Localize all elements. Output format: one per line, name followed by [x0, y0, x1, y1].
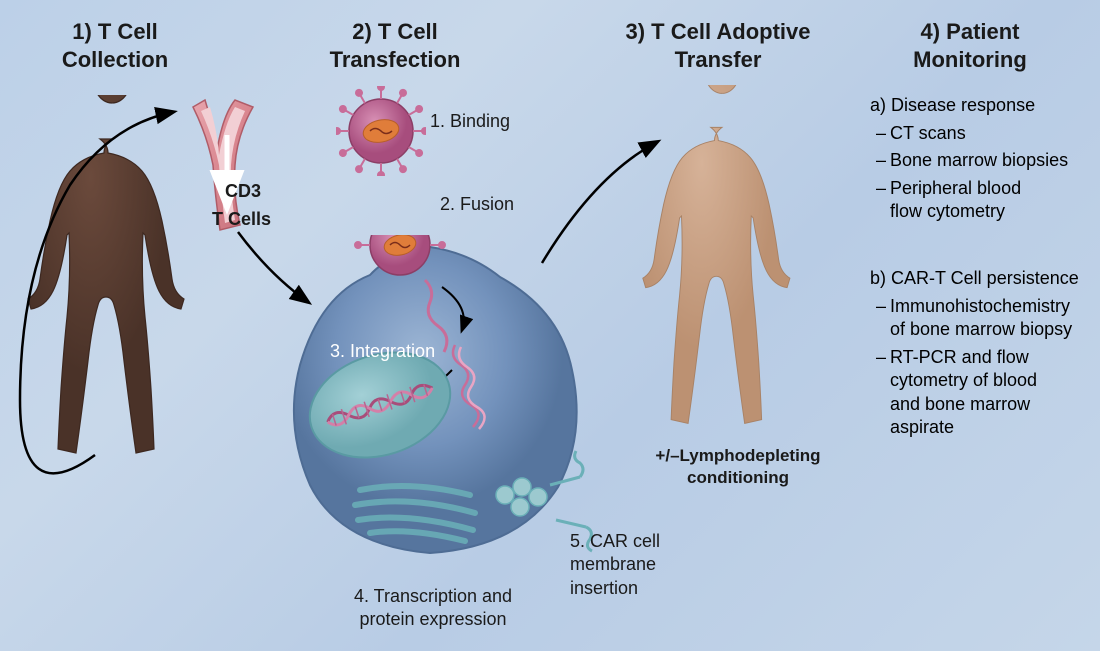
label-fusion: 2. Fusion: [440, 193, 514, 216]
list-item: Immunohistochemistryof bone marrow biops…: [876, 295, 1090, 342]
monitoring-a: a) Disease response CT scans Bone marrow…: [870, 95, 1085, 228]
list-item: CT scans: [876, 122, 1085, 145]
label-cd3: CD3: [225, 180, 261, 203]
virus-free: [336, 86, 426, 176]
label-car-insertion: 5. CAR cellmembraneinsertion: [570, 530, 700, 600]
list-item: Bone marrow biopsies: [876, 149, 1085, 172]
list-item: RT-PCR and flowcytometry of bloodand bon…: [876, 346, 1090, 440]
tcell: [270, 235, 610, 575]
monitoring-a-list: CT scans Bone marrow biopsies Peripheral…: [870, 122, 1085, 224]
list-item: Peripheral bloodflow cytometry: [876, 177, 1085, 224]
arrow-body-loop: [20, 112, 173, 473]
body-light-silhouette: [640, 85, 805, 445]
monitoring-a-label: a) Disease response: [870, 95, 1085, 116]
label-binding: 1. Binding: [430, 110, 510, 133]
label-integration: 3. Integration: [330, 340, 435, 363]
label-transcription: 4. Transcription andprotein expression: [333, 585, 533, 632]
monitoring-b-label: b) CAR-T Cell persistence: [870, 268, 1090, 289]
label-tcells: T Cells: [212, 208, 271, 231]
monitoring-b-list: Immunohistochemistryof bone marrow biops…: [870, 295, 1090, 439]
label-lympho: +/–Lymphodepletingconditioning: [638, 445, 838, 489]
monitoring-b: b) CAR-T Cell persistence Immunohistoche…: [870, 268, 1090, 443]
